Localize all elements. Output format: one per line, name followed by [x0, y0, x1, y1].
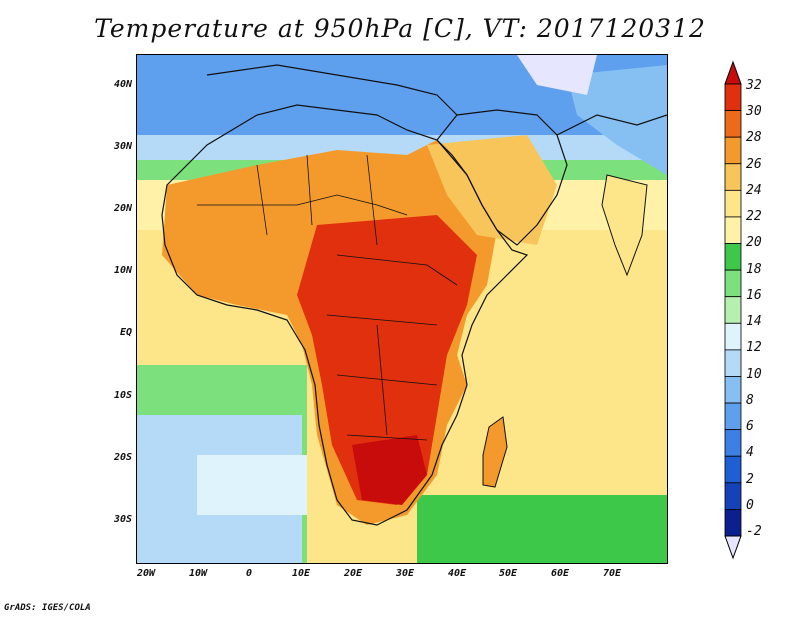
field-africa-hottest	[352, 435, 427, 505]
field-madagascar	[482, 416, 508, 488]
lon-label-30e: 30E	[395, 568, 415, 579]
europe-coastline	[206, 64, 458, 116]
field-caspian-lowval	[517, 55, 597, 95]
lat-label-10s: 10S	[113, 390, 132, 401]
colorbar-box	[724, 269, 742, 298]
colorbar	[724, 60, 742, 560]
cbar-label-18: 18	[746, 262, 762, 277]
colorbar-box	[724, 296, 742, 324]
cbar-label-6: 6	[746, 419, 754, 434]
colorbar-box	[724, 509, 742, 537]
grads-credit: GrADS: IGES/COLA	[4, 603, 91, 613]
colorbar-box	[724, 429, 742, 457]
colorbar-max-arrow	[724, 60, 742, 85]
country-borders	[197, 154, 458, 441]
cbar-label-22: 22	[746, 209, 762, 224]
colorbar-box	[724, 482, 742, 510]
lon-label-60e: 60E	[550, 568, 570, 579]
colorbar-box	[724, 216, 742, 244]
colorbar-box	[724, 376, 742, 404]
colorbar-box	[724, 349, 742, 377]
cbar-label-0: 0	[746, 498, 754, 513]
cbar-label-12: 12	[746, 340, 762, 355]
colorbar-boxes	[724, 83, 742, 537]
lat-label-10n: 10N	[113, 265, 132, 276]
cbar-label-30: 30	[746, 104, 762, 119]
cbar-label-26: 26	[746, 157, 762, 172]
lon-label-70e: 70E	[602, 568, 622, 579]
lon-label-20e: 20E	[343, 568, 363, 579]
cbar-label-8: 8	[746, 393, 754, 408]
lat-label-30s: 30S	[113, 514, 132, 525]
map-area	[136, 54, 668, 564]
field-africa-hot	[297, 215, 477, 505]
colorbar-min-arrow	[724, 535, 742, 560]
cbar-label-32: 32	[746, 78, 762, 93]
africa-coastline	[161, 104, 529, 526]
arabia-coastline	[436, 109, 568, 246]
cbar-label-neg2: -2	[746, 524, 762, 539]
cbar-label-16: 16	[746, 288, 762, 303]
cbar-label-4: 4	[746, 445, 754, 460]
colorbar-box	[724, 189, 742, 218]
cbar-label-28: 28	[746, 130, 762, 145]
cbar-label-20: 20	[746, 235, 762, 250]
field-south-atlantic-pale	[197, 455, 307, 515]
lon-label-20w: 20W	[136, 568, 156, 579]
colorbar-box	[724, 83, 742, 111]
field-south-indian-green	[417, 495, 667, 563]
cbar-label-2: 2	[746, 472, 754, 487]
lon-label-50e: 50E	[498, 568, 518, 579]
field-arabia	[427, 135, 557, 245]
lat-label-30n: 30N	[113, 141, 132, 152]
cbar-label-14: 14	[746, 314, 762, 329]
lon-label-40e: 40E	[447, 568, 467, 579]
cbar-label-10: 10	[746, 367, 762, 382]
lon-label-10w: 10W	[188, 568, 208, 579]
field-india	[601, 174, 648, 277]
colorbar-box	[724, 455, 742, 484]
temperature-map	[137, 55, 667, 563]
lon-label-10e: 10E	[291, 568, 311, 579]
colorbar-box	[724, 110, 742, 138]
lon-label-0: 0	[245, 568, 253, 579]
lat-label-20n: 20N	[113, 203, 132, 214]
asia-coastline	[556, 114, 667, 136]
colorbar-box	[724, 136, 742, 165]
lat-label-20s: 20S	[113, 452, 132, 463]
colorbar-box	[724, 163, 742, 191]
colorbar-box	[724, 322, 742, 351]
lat-label-40n: 40N	[113, 79, 132, 90]
chart-title: Temperature at 950hPa [C], VT: 201712031…	[94, 14, 706, 43]
colorbar-box	[724, 243, 742, 271]
colorbar-box	[724, 402, 742, 431]
lat-label-eq: EQ	[119, 327, 132, 338]
cbar-label-24: 24	[746, 183, 762, 198]
